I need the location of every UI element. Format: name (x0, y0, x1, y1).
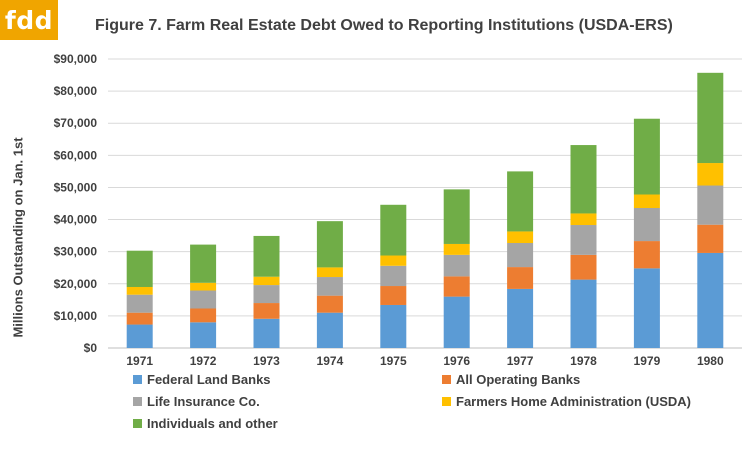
legend-item: Life Insurance Co. (133, 394, 260, 409)
legend-label: Individuals and other (147, 416, 278, 431)
bar-segment (570, 145, 597, 214)
bar-segment (253, 318, 280, 348)
bar-segment (253, 276, 280, 286)
bar-segment (253, 285, 280, 304)
legend-swatch (133, 397, 142, 406)
bar-segment (443, 276, 470, 297)
bar-segment (253, 303, 280, 319)
bar-segment (316, 221, 343, 268)
bar-segment (697, 224, 724, 253)
legend-item: All Operating Banks (442, 372, 580, 387)
bar-segment (443, 243, 470, 255)
legend-item: Individuals and other (133, 416, 278, 431)
y-tick-label: $10,000 (54, 309, 98, 323)
bar-segment (190, 244, 217, 283)
x-tick-label: 1974 (317, 354, 344, 368)
bar-segment (507, 231, 534, 243)
legend-label: Farmers Home Administration (USDA) (456, 394, 691, 409)
bar-segment (126, 294, 153, 313)
x-tick-label: 1978 (570, 354, 597, 368)
y-tick-label: $30,000 (54, 245, 98, 259)
bar-segment (697, 163, 724, 186)
bar-segment (697, 185, 724, 225)
legend-label: Federal Land Banks (147, 372, 271, 387)
y-tick-label: $70,000 (54, 116, 98, 130)
bar-segment (697, 252, 724, 348)
bar-segment (380, 304, 407, 348)
bar-segment (697, 72, 724, 164)
bar-segment (190, 282, 217, 291)
bar-segment (633, 268, 660, 348)
legend-label: Life Insurance Co. (147, 394, 260, 409)
bar-segment (126, 312, 153, 325)
bar-segment (570, 225, 597, 255)
legend-swatch (133, 419, 142, 428)
bar-segment (570, 279, 597, 348)
x-tick-label: 1976 (443, 354, 470, 368)
bar-segment (443, 254, 470, 277)
bar-segment (633, 118, 660, 195)
legend-swatch (133, 375, 142, 384)
bar-segment (380, 255, 407, 266)
y-tick-label: $0 (84, 341, 98, 355)
bar-segment (507, 267, 534, 289)
bar-segment (126, 286, 153, 295)
legend-swatch (442, 397, 451, 406)
bar-segment (316, 312, 343, 348)
x-tick-label: 1971 (126, 354, 153, 368)
fdd-logo: fdd (0, 0, 58, 40)
bar-segment (380, 265, 407, 287)
y-tick-label: $40,000 (54, 213, 98, 227)
bar-segment (316, 277, 343, 296)
bar-segment (190, 290, 217, 309)
x-tick-label: 1972 (190, 354, 217, 368)
bar-segment (380, 286, 407, 305)
y-tick-label: $60,000 (54, 148, 98, 162)
bar-segment (253, 235, 280, 277)
x-tick-label: 1979 (634, 354, 661, 368)
bar-segment (570, 254, 597, 280)
bar-segment (507, 171, 534, 232)
bar-segment (443, 296, 470, 348)
x-tick-label: 1980 (697, 354, 724, 368)
legend-swatch (442, 375, 451, 384)
bar-segment (507, 242, 534, 268)
bar-segment (633, 194, 660, 208)
chart-title: Figure 7. Farm Real Estate Debt Owed to … (95, 17, 673, 34)
bar-segment (633, 241, 660, 269)
y-tick-label: $90,000 (54, 52, 98, 66)
bar-segment (126, 250, 153, 287)
bar-segment (316, 267, 343, 278)
y-tick-label: $80,000 (54, 84, 98, 98)
bar-segment (443, 189, 470, 244)
bar-segment (633, 207, 660, 242)
bar-segment (507, 288, 534, 348)
x-tick-label: 1975 (380, 354, 407, 368)
y-tick-label: $20,000 (54, 277, 98, 291)
y-tick-label: $50,000 (54, 180, 98, 194)
bar-segment (190, 322, 217, 348)
bar-segment (190, 308, 217, 323)
x-tick-label: 1977 (507, 354, 534, 368)
x-tick-label: 1973 (253, 354, 280, 368)
bar-segment (316, 295, 343, 313)
legend-item: Farmers Home Administration (USDA) (442, 394, 691, 409)
legend-item: Federal Land Banks (133, 372, 271, 387)
bar-segment (126, 324, 153, 348)
bar-segment (570, 213, 597, 226)
legend-label: All Operating Banks (456, 372, 581, 387)
bar-segment (380, 204, 407, 256)
